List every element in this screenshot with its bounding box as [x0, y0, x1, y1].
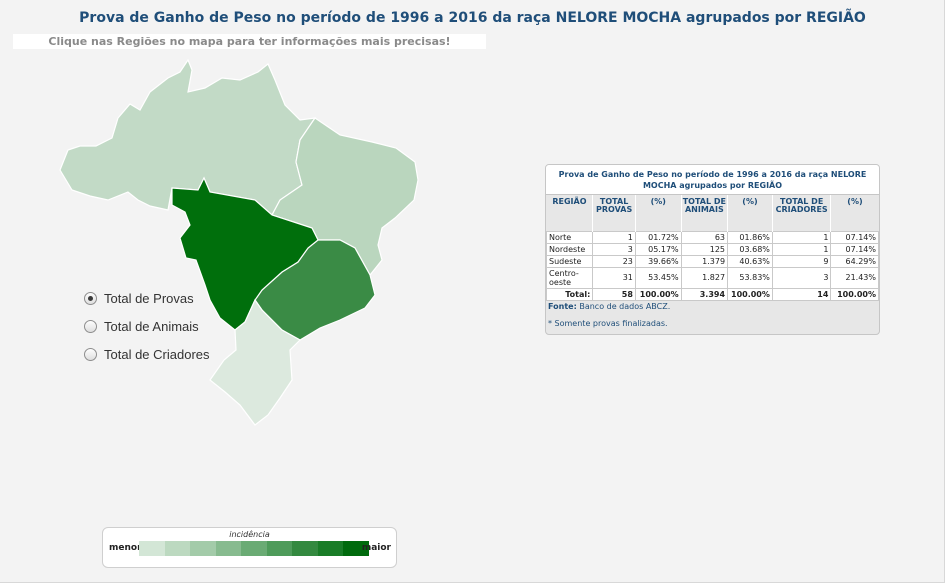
cell-total-animais: 1.827 — [680, 266, 729, 289]
header-pct-provas: (%) — [634, 195, 682, 231]
table-row: Centro-oeste 31 53.45% 1.827 53.83% 3 21.43% — [546, 266, 879, 289]
region-summary-panel: Prova de Ganho de Peso no período de 199… — [545, 164, 880, 335]
total-pct-provas: 100.00% — [634, 287, 682, 301]
total-pct-animais: 100.00% — [727, 287, 773, 301]
cell-regiao: Centro-oeste — [546, 266, 594, 289]
cell-total-animais: 1.379 — [680, 254, 729, 268]
radio-total-provas-label: Total de Provas — [104, 290, 194, 306]
header-total-criadores: TOTAL DE CRIADORES — [771, 195, 831, 231]
cell-pct-criadores: 21.43% — [830, 266, 879, 289]
header-total-provas: TOTAL PROVAS — [592, 195, 636, 231]
cell-pct-animais: 40.63% — [727, 254, 773, 268]
legend-swatch — [317, 541, 343, 556]
legend-swatch — [266, 541, 292, 556]
legend-color-scale — [139, 541, 369, 556]
region-nordeste[interactable] — [271, 117, 419, 277]
cell-pct-provas: 53.45% — [634, 266, 682, 289]
table-body: Norte 1 01.72% 63 01.86% 1 07.14% Nordeste 3 05.1… — [546, 230, 879, 289]
table-total-row: Total: 58 100.00% 3.394 100.00% 14 100.0… — [546, 287, 879, 301]
header-pct-animais: (%) — [727, 195, 773, 231]
region-summary-table: REGIÃO TOTAL PROVAS (%) TOTAL DE ANIMAIS… — [546, 195, 879, 301]
legend-max-label: maior — [361, 543, 391, 553]
total-criadores: 14 — [771, 287, 832, 301]
header-regiao: REGIÃO — [546, 195, 593, 231]
total-pct-criadores: 100.00% — [830, 287, 879, 301]
cell-pct-animais: 53.83% — [727, 266, 773, 289]
legend-caption: incidência — [229, 530, 270, 539]
table-header-row: REGIÃO TOTAL PROVAS (%) TOTAL DE ANIMAIS… — [546, 195, 879, 231]
map-hint: Clique nas Regiões no mapa para ter info… — [13, 34, 486, 49]
metric-radio-group: Total de Provas Total de Animais Total d… — [84, 284, 210, 368]
header-total-animais: TOTAL DE ANIMAIS — [680, 195, 728, 231]
total-provas: 58 — [592, 287, 636, 301]
cell-total-animais: 125 — [680, 242, 729, 256]
cell-regiao: Nordeste — [546, 242, 594, 256]
legend-swatch — [139, 541, 165, 556]
cell-total-animais: 63 — [680, 230, 729, 244]
legend-swatch — [164, 541, 190, 556]
legend-swatch — [215, 541, 241, 556]
total-label: Total: — [546, 287, 594, 301]
cell-pct-provas: 39.66% — [634, 254, 682, 268]
cell-regiao: Sudeste — [546, 254, 594, 268]
radio-total-criadores[interactable]: Total de Criadores — [84, 340, 210, 368]
cell-regiao: Norte — [546, 230, 594, 244]
legend-swatch — [292, 541, 318, 556]
cell-pct-criadores: 07.14% — [830, 242, 879, 256]
total-animais: 3.394 — [680, 287, 729, 301]
region-sul[interactable] — [209, 298, 301, 426]
table-title: Prova de Ganho de Peso no período de 199… — [546, 165, 879, 195]
cell-total-criadores: 1 — [771, 230, 832, 244]
radio-total-criadores-label: Total de Criadores — [104, 346, 210, 362]
cell-pct-animais: 01.86% — [727, 230, 773, 244]
radio-total-animais-label: Total de Animais — [104, 318, 199, 334]
legend-swatch — [190, 541, 216, 556]
cell-pct-animais: 03.68% — [727, 242, 773, 256]
table-row: Sudeste 23 39.66% 1.379 40.63% 9 64.29% — [546, 254, 879, 268]
cell-pct-criadores: 64.29% — [830, 254, 879, 268]
legend-min-label: menor — [109, 543, 142, 553]
radio-total-animais-button[interactable] — [84, 319, 97, 333]
source-text: Banco de dados ABCZ. — [579, 301, 671, 311]
table-source: Fonte: Banco de dados ABCZ. — [546, 301, 879, 313]
cell-total-criadores: 9 — [771, 254, 832, 268]
incidence-legend: incidência menor maior — [102, 527, 397, 568]
cell-total-provas: 3 — [592, 242, 636, 256]
cell-total-criadores: 3 — [771, 266, 832, 289]
cell-pct-criadores: 07.14% — [830, 230, 879, 244]
cell-total-criadores: 1 — [771, 242, 832, 256]
radio-total-provas-button[interactable] — [84, 291, 97, 305]
page-title: Prova de Ganho de Peso no período de 199… — [79, 10, 866, 26]
legend-swatch — [241, 541, 267, 556]
radio-total-criadores-button[interactable] — [84, 347, 97, 361]
cell-total-provas: 1 — [592, 230, 636, 244]
legend-swatch — [343, 541, 369, 556]
cell-pct-provas: 01.72% — [634, 230, 682, 244]
table-note: * Somente provas finalizadas. — [548, 318, 668, 328]
radio-total-provas[interactable]: Total de Provas — [84, 284, 210, 312]
source-label: Fonte: — [548, 301, 577, 311]
radio-total-animais[interactable]: Total de Animais — [84, 312, 210, 340]
brazil-map — [59, 58, 419, 426]
cell-total-provas: 23 — [592, 254, 636, 268]
cell-total-provas: 31 — [592, 266, 636, 289]
cell-pct-provas: 05.17% — [634, 242, 682, 256]
table-row: Norte 1 01.72% 63 01.86% 1 07.14% — [546, 230, 879, 244]
table-row: Nordeste 3 05.17% 125 03.68% 1 07.14% — [546, 242, 879, 256]
header-pct-criadores: (%) — [830, 195, 879, 231]
